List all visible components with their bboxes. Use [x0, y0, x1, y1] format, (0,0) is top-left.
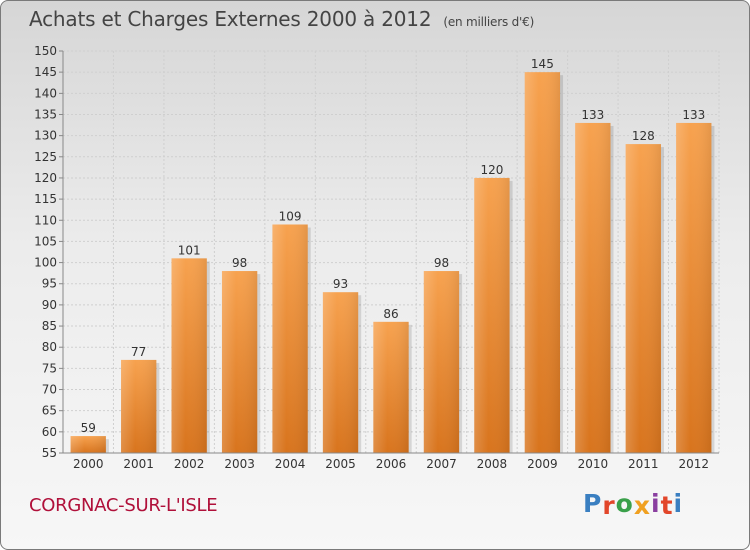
y-tick-label: 115: [34, 192, 57, 206]
data-label: 145: [531, 57, 554, 71]
bars: 59 77 101 98 109 93 86 98 120 145 133 128 133: [70, 57, 715, 454]
x-tick-label: 2012: [678, 457, 709, 471]
brand-letter: i: [673, 489, 684, 518]
y-tick-label: 100: [34, 256, 57, 270]
bar-highlight: [524, 72, 561, 453]
data-label: 98: [232, 256, 247, 270]
brand-letter: i: [651, 489, 661, 518]
bar-highlight: [171, 258, 207, 453]
data-label: 93: [333, 277, 348, 291]
y-tick-label: 135: [34, 107, 57, 121]
brand-letter: t: [660, 491, 674, 520]
y-tick-label: 145: [34, 65, 57, 79]
bar-highlight: [373, 321, 409, 453]
y-tick-label: 150: [34, 44, 57, 58]
y-tick-label: 105: [34, 234, 57, 248]
x-tick-label: 2009: [527, 457, 558, 471]
brand-letter: o: [615, 489, 634, 518]
brand-letter: x: [633, 491, 651, 520]
data-label: 59: [81, 421, 96, 435]
x-tick-label: 2004: [275, 457, 306, 471]
data-label: 133: [581, 108, 604, 122]
data-label: 120: [480, 163, 503, 177]
y-tick-label: 125: [34, 150, 57, 164]
data-label: 86: [383, 307, 398, 321]
y-tick-label: 65: [42, 404, 57, 418]
bar-highlight: [625, 144, 661, 454]
y-tick-label: 140: [34, 86, 57, 100]
y-tick-label: 60: [42, 425, 57, 439]
chart-title-text: Achats et Charges Externes 2000 à 2012: [29, 7, 432, 31]
axes: 55 60 65 70 75 80 85 90 95 100 105 110 115 120 125 130 1…: [34, 44, 719, 471]
x-tick-label: 2001: [123, 457, 154, 471]
y-tick-label: 70: [42, 383, 57, 397]
x-tick-label: 2003: [224, 457, 255, 471]
bar-highlight: [322, 292, 359, 453]
brand-letter: P: [583, 489, 603, 518]
y-tick-label: 85: [42, 319, 57, 333]
x-tick-label: 2000: [73, 457, 104, 471]
location-label: CORGNAC-SUR-L'ISLE: [29, 495, 218, 516]
bar-highlight: [575, 122, 611, 454]
y-tick-label: 55: [42, 446, 57, 460]
chart-subtitle: (en milliers d'€): [443, 15, 535, 29]
x-tick-label: 2002: [174, 457, 205, 471]
data-label: 101: [178, 243, 201, 257]
bar-highlight: [474, 177, 510, 453]
x-tick-label: 2011: [628, 457, 659, 471]
y-tick-label: 90: [42, 298, 57, 312]
data-label: 128: [632, 129, 655, 143]
bar-highlight: [272, 224, 308, 453]
y-tick-label: 75: [42, 361, 57, 375]
y-tick-label: 120: [34, 171, 57, 185]
y-tick-label: 80: [42, 340, 57, 354]
y-tick-label: 110: [34, 213, 57, 227]
bar-highlight: [423, 271, 460, 453]
data-label: 133: [682, 108, 705, 122]
data-label: 98: [434, 256, 449, 270]
y-tick-label: 95: [42, 277, 57, 291]
brand-letter: r: [602, 491, 616, 520]
data-label: 109: [279, 209, 302, 223]
y-tick-label: 130: [34, 129, 57, 143]
chart-title: Achats et Charges Externes 2000 à 2012 (e…: [29, 7, 534, 31]
x-tick-label: 2010: [578, 457, 609, 471]
bar-highlight: [121, 359, 157, 453]
brand-logo: Proxiti: [583, 489, 684, 520]
bar-highlight: [221, 271, 258, 453]
data-label: 77: [131, 345, 146, 359]
x-tick-label: 2005: [325, 457, 356, 471]
bar-highlight: [676, 122, 712, 454]
x-tick-label: 2006: [376, 457, 407, 471]
bar-highlight: [70, 436, 106, 453]
x-tick-label: 2008: [477, 457, 508, 471]
x-tick-label: 2007: [426, 457, 457, 471]
